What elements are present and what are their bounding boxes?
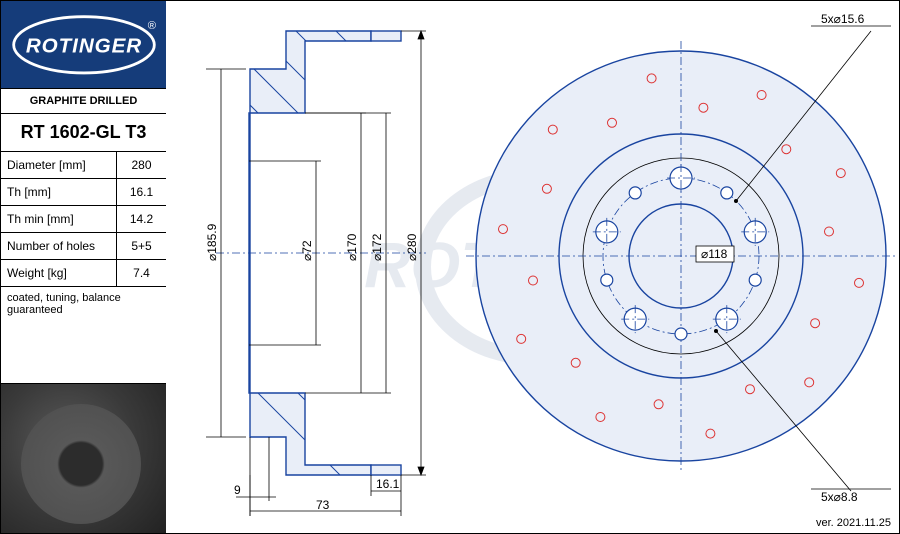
product-photo [1, 383, 166, 533]
drawing-area: ROTINGER [166, 1, 899, 533]
dim-depth: 73 [316, 498, 330, 512]
dim-bore: ⌀118 [701, 247, 728, 261]
product-note: coated, tuning, balance guaranteed [1, 287, 166, 326]
brand-logo: ROTINGER ® [1, 1, 166, 89]
callout-top: 5x⌀15.6 [821, 12, 865, 26]
version-label: ver. 2021.11.25 [816, 517, 891, 529]
front-view: ⌀118 5x⌀15.6 5x⌀8.8 [461, 1, 900, 521]
svg-text:ROTINGER: ROTINGER [25, 34, 141, 57]
brand-text: ROTINGER [25, 34, 141, 57]
spec-row: Weight [kg]7.4 [1, 260, 166, 287]
dim-thickness: 16.1 [376, 477, 400, 491]
info-panel: ROTINGER ® GRAPHITE DRILLED RT 1602-GL T… [1, 1, 166, 326]
callout-bottom: 5x⌀8.8 [821, 490, 858, 504]
dim-d170: ⌀170 [345, 233, 359, 261]
spec-row: Th [mm]16.1 [1, 179, 166, 206]
dim-d72: ⌀72 [300, 240, 314, 261]
spec-row: Diameter [mm]280 [1, 152, 166, 179]
dim-d172: ⌀172 [370, 233, 384, 261]
part-number: RT 1602-GL T3 [1, 114, 166, 152]
dim-d185: ⌀185.9 [205, 223, 219, 261]
dim-flange: 9 [234, 483, 241, 497]
product-subtitle: GRAPHITE DRILLED [1, 89, 166, 114]
drawing-sheet: ROTINGER ® GRAPHITE DRILLED RT 1602-GL T… [0, 0, 900, 534]
reg-mark: ® [147, 20, 156, 32]
dim-d280: ⌀280 [405, 233, 419, 261]
spec-row: Th min [mm]14.2 [1, 206, 166, 233]
spec-row: Number of holes5+5 [1, 233, 166, 260]
spec-table: Diameter [mm]280 Th [mm]16.1 Th min [mm]… [1, 152, 166, 287]
side-view: ⌀185.9 ⌀72 ⌀170 ⌀172 ⌀280 16.1 73 9 [166, 1, 466, 521]
